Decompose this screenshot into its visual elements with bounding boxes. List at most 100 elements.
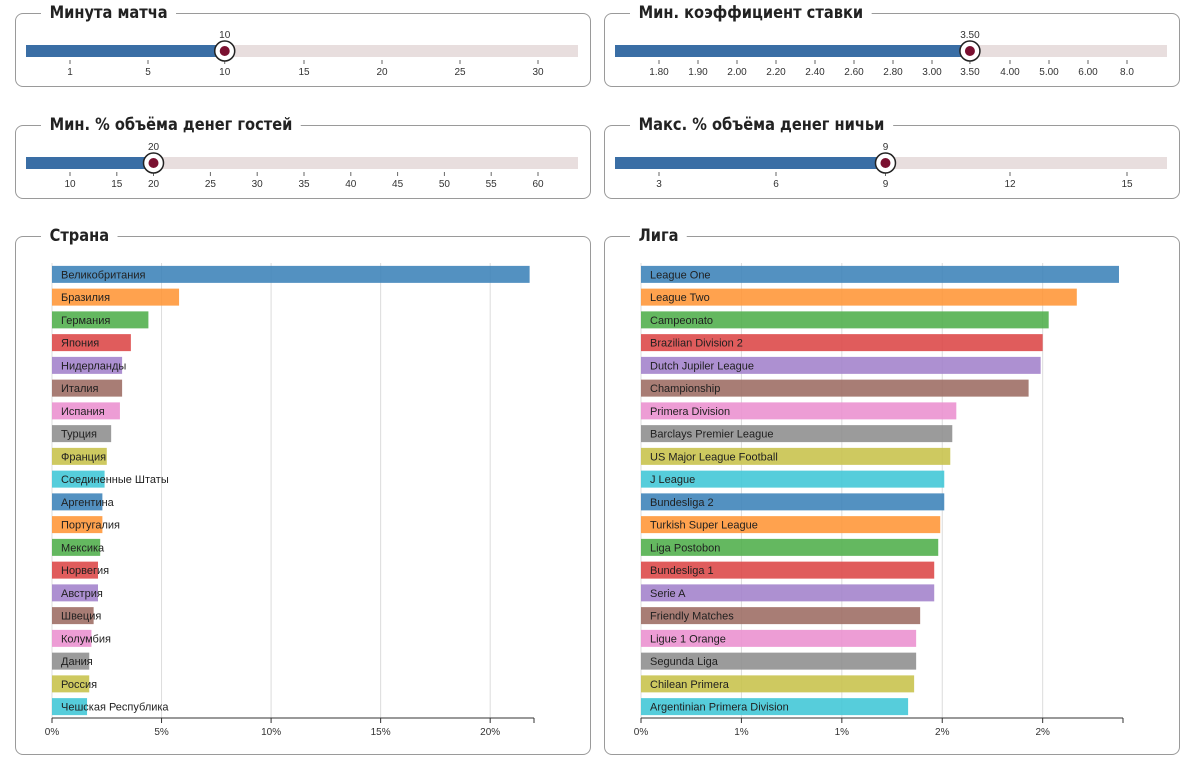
slider-tick-label: 8.0 [1120, 67, 1134, 78]
bar [52, 584, 99, 602]
bar [641, 425, 953, 443]
bar [52, 675, 90, 693]
bar [641, 607, 921, 625]
chart-title: Страна [41, 224, 118, 248]
bar-label: Португалия [61, 520, 120, 532]
bar [52, 561, 99, 579]
league-chart-panel: Лига League One League Two Campeonato Brazi… [604, 224, 1180, 755]
slider-title: Мин. % объёма денег гостей [41, 113, 301, 137]
slider-tick-label: 9 [883, 179, 889, 190]
slider-tick-label: 6 [773, 179, 779, 190]
bar-label: J League [650, 474, 695, 486]
slider-tick-label: 4.00 [1000, 67, 1020, 78]
x-tick-label: 0% [634, 727, 649, 738]
bar [52, 698, 88, 716]
bar [52, 356, 123, 374]
slider-fill [26, 157, 154, 169]
slider-tick-label: 45 [392, 179, 404, 190]
slider-value-label: 9 [883, 142, 889, 153]
bar [52, 265, 530, 283]
slider-tick-label: 5 [145, 67, 151, 78]
bar [641, 652, 917, 670]
bar [52, 493, 103, 511]
slider-panel-min-odds: Мин. коэффициент ставки 1.80 1.90 2.00 2.20… [604, 1, 1181, 88]
slider-value-label: 10 [219, 30, 231, 41]
bar [641, 675, 915, 693]
bar-label: Колумбия [61, 633, 111, 645]
min-away-money-slider[interactable]: 10 15 20 25 30 35 40 45 50 55 60 20 [16, 126, 592, 200]
bar-label: Barclays Premier League [650, 429, 774, 441]
bar-label: Франция [61, 451, 106, 463]
bar-label: Argentinian Primera Division [650, 702, 789, 714]
slider-tick-label: 60 [532, 179, 544, 190]
bar-label: Дания [61, 656, 93, 668]
slider-track[interactable] [26, 157, 578, 169]
bar [641, 516, 941, 534]
slider-panel-max-draw-money: Макс. % объёма денег ничьи 3 6 9 12 15 9 [604, 113, 1181, 200]
min-odds-slider[interactable]: 1.80 1.90 2.00 2.20 2.40 2.60 2.80 3.00 3.50 4.00… [605, 14, 1181, 88]
x-tick-label: 15% [371, 727, 391, 738]
slider-handle-dot [219, 46, 230, 56]
slider-fill [615, 45, 970, 57]
bar-label: Россия [61, 679, 97, 691]
slider-tick-label: 3.00 [922, 67, 942, 78]
bar [641, 288, 1077, 306]
slider-tick-label: 1 [67, 67, 73, 78]
bar-label: US Major League Football [650, 451, 778, 463]
x-tick-label: 2% [1035, 727, 1050, 738]
slider-title: Минута матча [41, 1, 177, 25]
bar-label: Campeonato [650, 315, 713, 327]
slider-fill [615, 157, 886, 169]
bar [52, 402, 120, 420]
max-draw-money-slider[interactable]: 3 6 9 12 15 9 [605, 126, 1181, 200]
bar-label: Serie A [650, 588, 686, 600]
slider-tick-label: 2.80 [883, 67, 903, 78]
bar-label: Championship [650, 383, 720, 395]
slider-panel-min-away-money: Мин. % объёма денег гостей 10 15 20 25 30 35 4… [15, 113, 592, 200]
x-tick-label: 1% [734, 727, 749, 738]
bar [641, 447, 951, 465]
bar-label: Primera Division [650, 406, 730, 418]
bar [52, 288, 180, 306]
bar [641, 698, 909, 716]
bar-label: League One [650, 269, 711, 281]
bar [52, 379, 123, 397]
slider-tick-label: 10 [219, 67, 231, 78]
bar [641, 379, 1029, 397]
bar [52, 538, 101, 556]
bar-label: Мексика [61, 542, 105, 554]
x-tick-label: 2% [935, 727, 950, 738]
slider-tick-label: 15 [1121, 179, 1133, 190]
bar [641, 561, 935, 579]
bar-label: Австрия [61, 588, 103, 600]
bar [52, 629, 92, 647]
bar [52, 425, 112, 443]
bar [641, 334, 1043, 352]
slider-tick-label: 35 [298, 179, 310, 190]
bar [52, 311, 149, 329]
bar-label: Швеция [61, 611, 101, 623]
slider-handle-dot [880, 158, 891, 168]
slider-tick-label: 2.40 [805, 67, 825, 78]
bar-label: League Two [650, 292, 710, 304]
slider-tick-label: 6.00 [1078, 67, 1098, 78]
slider-tick-label: 30 [252, 179, 264, 190]
bar-label: Turkish Super League [650, 520, 758, 532]
x-tick-label: 10% [261, 727, 281, 738]
slider-title: Мин. коэффициент ставки [630, 1, 872, 25]
bar [641, 265, 1119, 283]
bar [641, 356, 1041, 374]
slider-value-label: 20 [148, 142, 160, 153]
bar-label: Ligue 1 Orange [650, 633, 726, 645]
bar-label: Dutch Jupiler League [650, 360, 754, 372]
bar-label: Великобритания [61, 269, 146, 281]
bar-label: Германия [61, 315, 110, 327]
bar [52, 516, 103, 534]
country-bar-chart: Великобритания Бразилия Германия Япония Ниде… [45, 263, 535, 738]
bar-label: Friendly Matches [650, 611, 734, 623]
slider-tick-label: 10 [64, 179, 76, 190]
bar-label: Турция [61, 429, 97, 441]
slider-value-label: 3.50 [960, 30, 980, 41]
slider-tick-label: 5.00 [1039, 67, 1059, 78]
